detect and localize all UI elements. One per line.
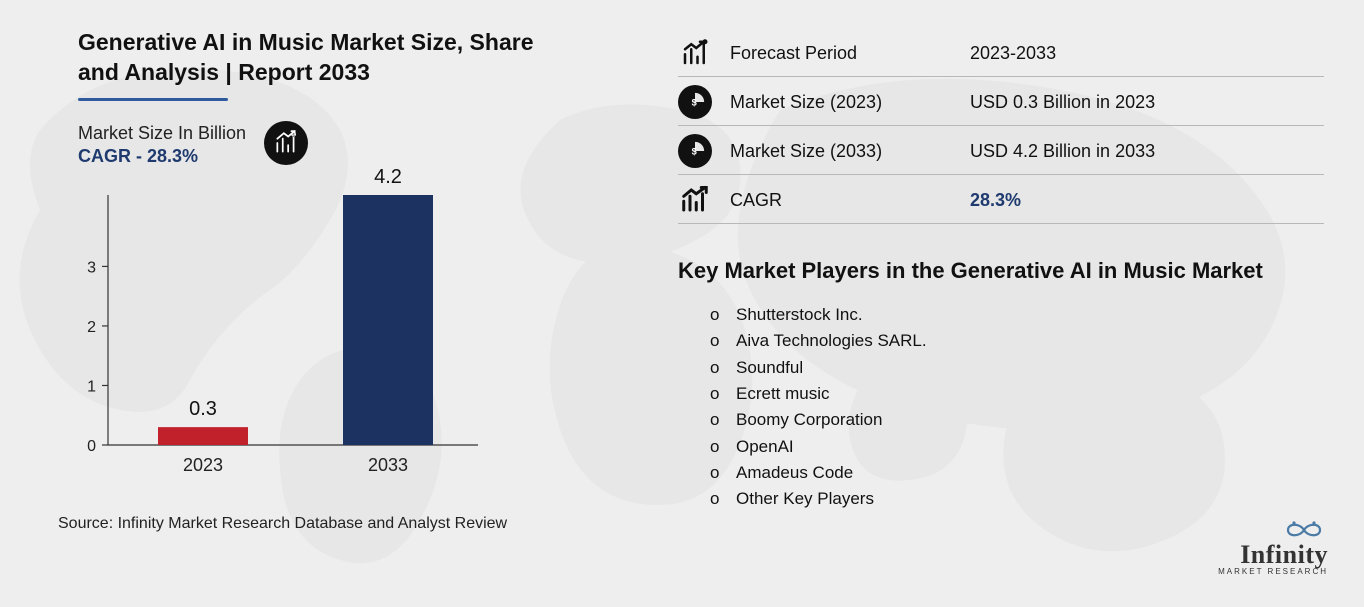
svg-text:$: $ — [692, 97, 697, 107]
infinity-logo-icon — [1218, 518, 1328, 542]
svg-text:0: 0 — [87, 438, 96, 455]
stat-label: Market Size (2033) — [730, 141, 960, 162]
stat-label: Market Size (2023) — [730, 92, 960, 113]
stat-value: 2023-2033 — [970, 43, 1324, 64]
stat-row: CAGR 28.3% — [678, 175, 1324, 224]
stat-label: Forecast Period — [730, 43, 960, 64]
stats-table: Forecast Period 2023-2033 $ Market Size (20… — [678, 28, 1324, 224]
brand-mark: Infinity MARKET RESEARCH — [1218, 518, 1328, 576]
list-item: Soundful — [736, 355, 1324, 381]
stat-row: Forecast Period 2023-2033 — [678, 28, 1324, 77]
chart-subhead: Market Size In Billion CAGR - 28.3% $ — [78, 123, 618, 167]
list-item: Aiva Technologies SARL. — [736, 328, 1324, 354]
source-note: Source: Infinity Market Research Databas… — [58, 515, 618, 533]
stat-row: $ Market Size (2023) USD 0.3 Billion in 20… — [678, 77, 1324, 126]
stat-value: 28.3% — [970, 190, 1324, 211]
title-underline — [78, 98, 228, 101]
list-item: Shutterstock Inc. — [736, 302, 1324, 328]
svg-text:2: 2 — [87, 319, 96, 336]
unit-label: Market Size In Billion — [78, 123, 246, 144]
market-size-bar-chart: 01230.320234.22033 — [78, 175, 508, 485]
list-item: OpenAI — [736, 434, 1324, 460]
stat-row: $ Market Size (2033) USD 4.2 Billion in 20… — [678, 126, 1324, 175]
cagr-label: CAGR - 28.3% — [78, 146, 246, 167]
list-item: Boomy Corporation — [736, 407, 1324, 433]
growth-badge-icon: $ — [264, 121, 308, 165]
dollar-pie-icon: $ — [678, 134, 712, 168]
svg-text:1: 1 — [87, 378, 96, 395]
left-panel: Generative AI in Music Market Size, Shar… — [78, 28, 618, 578]
list-item: Other Key Players — [736, 486, 1324, 512]
growth-arrow-icon — [678, 183, 712, 217]
brand-name: Infinity — [1240, 540, 1328, 569]
list-item: Ecrett music — [736, 381, 1324, 407]
svg-text:2033: 2033 — [368, 455, 408, 475]
dollar-pie-icon: $ — [678, 85, 712, 119]
brand-tag: MARKET RESEARCH — [1218, 568, 1328, 576]
bar-chart-up-icon — [678, 36, 712, 70]
stat-label: CAGR — [730, 190, 960, 211]
svg-text:$: $ — [692, 146, 697, 156]
key-players-list: Shutterstock Inc.Aiva Technologies SARL.… — [678, 302, 1324, 513]
svg-text:2023: 2023 — [183, 455, 223, 475]
svg-text:4.2: 4.2 — [374, 166, 402, 188]
svg-text:3: 3 — [87, 259, 96, 276]
right-panel: Forecast Period 2023-2033 $ Market Size (20… — [678, 28, 1324, 578]
stat-value: USD 4.2 Billion in 2033 — [970, 141, 1324, 162]
svg-text:0.3: 0.3 — [189, 398, 217, 420]
stat-value: USD 0.3 Billion in 2023 — [970, 92, 1324, 113]
page-title: Generative AI in Music Market Size, Shar… — [78, 28, 538, 88]
list-item: Amadeus Code — [736, 460, 1324, 486]
key-players-title: Key Market Players in the Generative AI … — [678, 258, 1324, 284]
